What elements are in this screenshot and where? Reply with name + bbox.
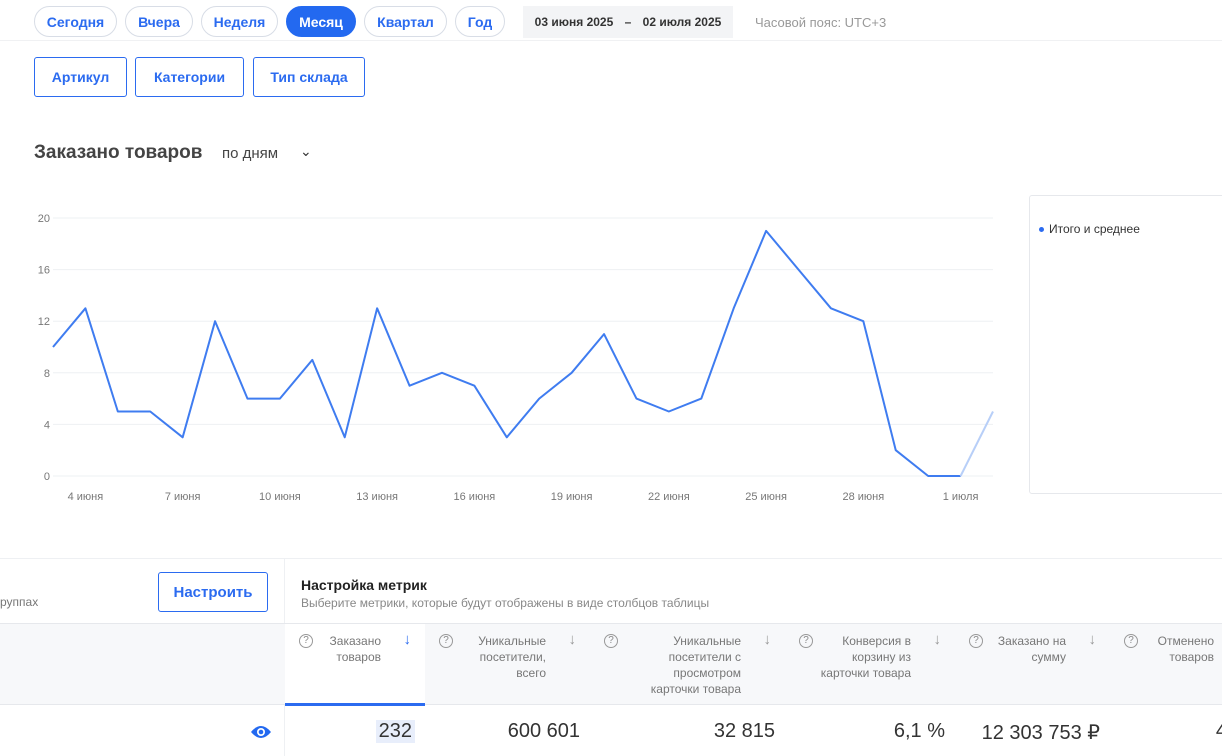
sort-arrow-icon[interactable]: ↓ [568, 631, 577, 648]
metrics-title: Настройка метрик [301, 577, 427, 593]
period-tab[interactable]: Неделя [201, 6, 278, 37]
chevron-down-icon[interactable]: ⌄ [300, 143, 312, 159]
y-tick-label: 4 [44, 419, 50, 431]
column-header[interactable]: ? Заказано на сумму ↓ [955, 624, 1110, 704]
period-tab[interactable]: Вчера [125, 6, 193, 37]
y-tick-label: 20 [38, 213, 50, 225]
column-header[interactable]: ? Уникальные посетители с просмотром карт… [590, 624, 785, 704]
x-tick-label: 13 июня [356, 491, 398, 503]
help-icon[interactable]: ? [439, 634, 453, 648]
configure-button[interactable]: Настроить [158, 572, 268, 612]
x-tick-label: 28 июня [842, 491, 884, 503]
column-header[interactable]: ? Отменено товаров [1110, 624, 1222, 704]
period-tab[interactable]: Квартал [364, 6, 447, 37]
x-tick-label: 10 июня [259, 491, 301, 503]
column-label: Заказано на сумму [997, 634, 1066, 664]
table-cell: 12 303 753 ₽ [981, 722, 1100, 744]
period-tab[interactable]: Сегодня [34, 6, 117, 37]
x-tick-label: 16 июня [454, 491, 496, 503]
help-icon[interactable]: ? [299, 634, 313, 648]
column-label: Заказано товаров [329, 634, 381, 664]
series-line [52, 229, 961, 477]
table-cell: 32 815 [713, 720, 775, 742]
divider [0, 558, 1222, 559]
y-tick-label: 12 [38, 316, 50, 328]
x-tick-label: 25 июня [745, 491, 787, 503]
y-tick-label: 8 [44, 368, 50, 380]
metrics-subtitle: Выберите метрики, которые будут отображе… [301, 596, 710, 610]
sort-arrow-icon[interactable]: ↓ [1088, 631, 1097, 648]
groups-text: руппах [0, 595, 39, 609]
legend-label: Итого и среднее [1049, 222, 1140, 236]
column-header[interactable]: ? Конверсия в корзину из карточки товара ↓ [785, 624, 955, 704]
date-range-picker[interactable]: 03 июня 2025 – 02 июля 2025 [523, 6, 733, 38]
x-tick-label: 4 июня [68, 491, 104, 503]
legend-dot-icon [1039, 226, 1044, 232]
column-label: Уникальные посетители, всего [478, 634, 546, 680]
filter-button[interactable]: Категории [135, 57, 244, 97]
help-icon[interactable]: ? [604, 634, 618, 648]
period-tab[interactable]: Год [455, 6, 505, 37]
y-tick-label: 0 [44, 471, 50, 483]
table-cell: 232 [375, 720, 415, 743]
x-tick-label: 19 июня [551, 491, 593, 503]
column-header[interactable]: ? Заказано товаров ↓ [285, 624, 425, 706]
table-header: ? Заказано товаров ↓? Уникальные посетители… [0, 623, 1222, 706]
line-chart: 0 4 8 12 16 20 4 июня 7 июня 10 июня 13 июня 16 ию… [38, 213, 994, 503]
date-separator: – [624, 15, 632, 29]
help-icon[interactable]: ? [969, 634, 983, 648]
legend-item[interactable]: Итого и среднее [1039, 222, 1140, 236]
filter-button[interactable]: Артикул [34, 57, 127, 97]
period-tab[interactable]: Месяц [286, 6, 356, 37]
x-tick-label: 1 июля [943, 491, 979, 503]
column-label: Отменено товаров [1157, 634, 1214, 664]
column-label: Уникальные посетители с просмотром карто… [650, 634, 741, 696]
table-cell: 4 [1215, 720, 1222, 742]
chart-title: Заказано товаров [34, 142, 203, 163]
sort-arrow-icon[interactable]: ↓ [933, 631, 942, 648]
sort-arrow-icon[interactable]: ↓ [763, 631, 772, 648]
column-label: Конверсия в корзину из карточки товара [820, 634, 911, 680]
sort-arrow-icon[interactable]: ↓ [403, 631, 412, 648]
help-icon[interactable]: ? [799, 634, 813, 648]
column-header[interactable]: ? Уникальные посетители, всего ↓ [425, 624, 590, 704]
table-cell: 600 601 [507, 720, 580, 742]
divider [0, 40, 1222, 41]
granularity-select[interactable]: по дням [222, 145, 279, 162]
filter-button[interactable]: Тип склада [253, 57, 365, 97]
eye-icon[interactable] [250, 724, 272, 745]
date-from: 03 июня 2025 [534, 15, 614, 29]
x-tick-label: 22 июня [648, 491, 690, 503]
x-tick-label: 7 июня [165, 491, 201, 503]
chart-legend: Итого и среднее [1029, 195, 1222, 494]
series-line-incomplete [959, 411, 994, 477]
table-cell: 6,1 % [893, 720, 945, 742]
timezone-label: Часовой пояс: UTC+3 [755, 15, 887, 30]
date-to: 02 июля 2025 [642, 15, 722, 29]
help-icon[interactable]: ? [1124, 634, 1138, 648]
y-tick-label: 16 [38, 265, 50, 277]
